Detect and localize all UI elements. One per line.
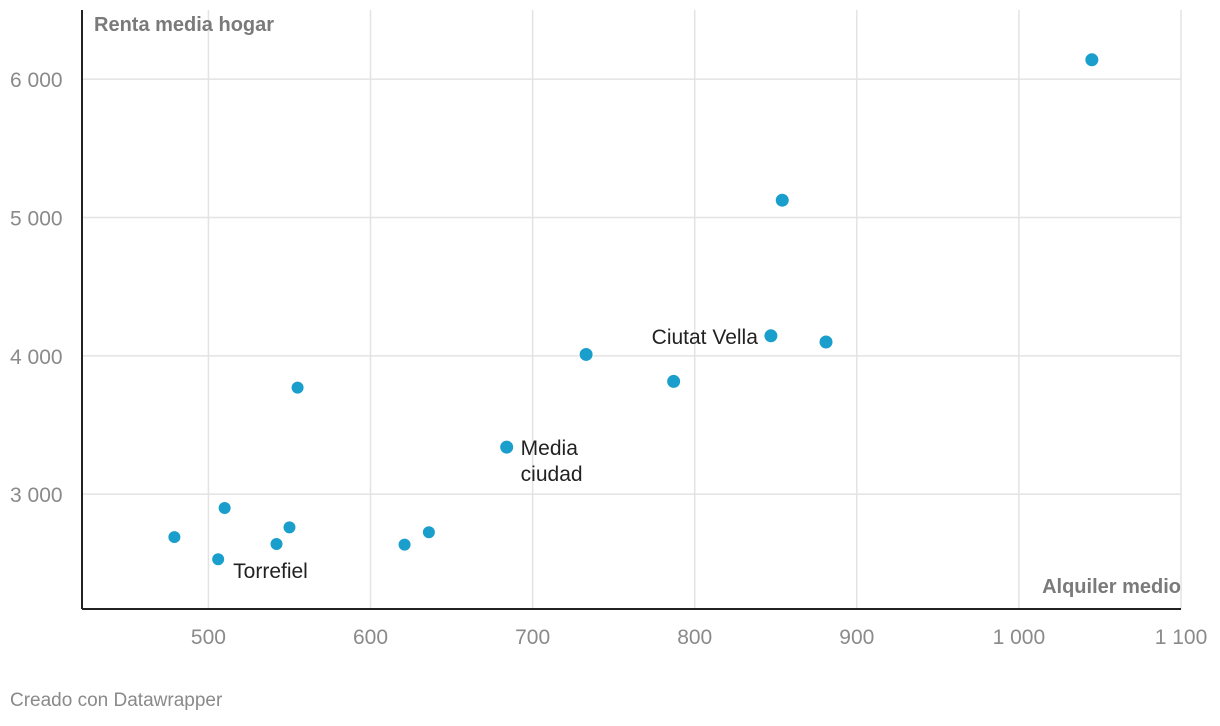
x-tick-label: 700	[515, 626, 550, 649]
scatter-point	[763, 328, 779, 344]
x-tick-label: 600	[353, 626, 388, 649]
x-axis-title: Alquiler medio	[1042, 576, 1181, 598]
scatter-point	[774, 192, 790, 208]
scatter-point	[499, 439, 515, 455]
y-tick-label: 5 000	[10, 208, 63, 231]
x-tick-label: 800	[677, 626, 712, 649]
scatter-point	[666, 373, 682, 389]
grid-lines	[82, 10, 1182, 609]
x-tick-label: 1 100	[1155, 626, 1208, 649]
point-label: Media ciudad	[521, 437, 583, 486]
axes	[81, 10, 1181, 610]
y-tick-label: 6 000	[10, 69, 63, 92]
footer-credit: Creado con Datawrapper	[10, 690, 223, 711]
tick-labels: 500 600 700 800 900 1 000 1 100 3 000 4 000 5 000…	[10, 69, 1207, 649]
x-tick-label: 1 000	[993, 626, 1046, 649]
point-label: Ciutat Vella	[652, 326, 759, 349]
point-label: Torrefiel	[233, 560, 308, 583]
y-tick-label: 3 000	[10, 484, 63, 507]
scatter-point	[397, 537, 412, 552]
y-tick-label: 4 000	[10, 346, 63, 369]
scatter-point	[578, 346, 594, 362]
scatter-point	[818, 334, 834, 350]
point-labels: Ciutat Vella Media ciudad Torrefiel	[233, 326, 758, 583]
y-axis-title: Renta media hogar	[94, 14, 274, 36]
scatter-point	[167, 530, 182, 545]
x-tick-label: 500	[191, 626, 226, 649]
scatter-point	[217, 501, 232, 516]
scatter-point	[269, 536, 284, 551]
scatter-point	[421, 525, 436, 540]
scatter-point	[282, 520, 297, 535]
scatter-point	[1084, 52, 1100, 68]
scatter-point	[290, 380, 305, 395]
x-tick-label: 900	[839, 626, 874, 649]
data-points	[167, 52, 1100, 567]
scatter-point	[211, 552, 226, 567]
